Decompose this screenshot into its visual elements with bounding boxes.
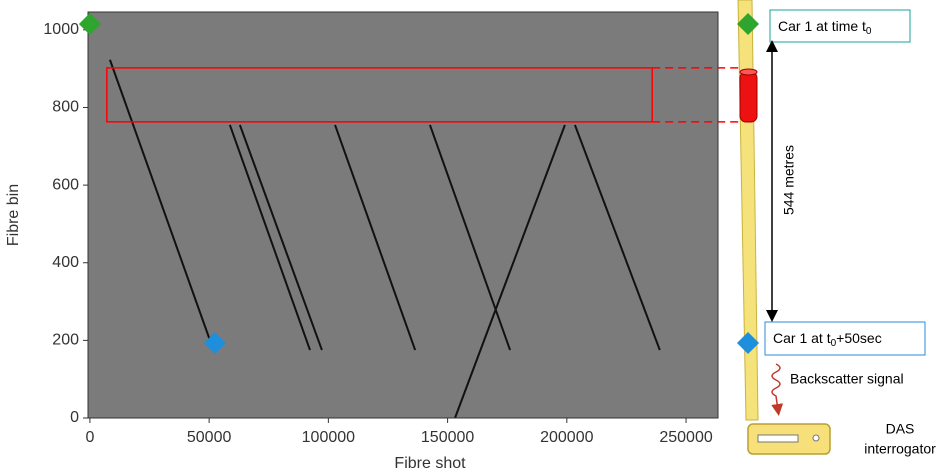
device-light: [812, 434, 820, 442]
fibre-section: [739, 71, 758, 123]
y-tick-label: 200: [52, 332, 79, 349]
end-box: [764, 321, 926, 356]
start-box: [769, 9, 911, 43]
position-marker: [203, 332, 226, 355]
fibre-end-marker: [737, 332, 759, 354]
distance-label: 544 metres: [781, 145, 797, 215]
x-tick-label: 250000: [659, 429, 712, 446]
y-tick-label: 800: [52, 99, 79, 116]
track: [573, 124, 661, 351]
track: [228, 124, 311, 351]
y-axis-label: Fibre bin: [5, 184, 22, 246]
y-tick-label: 400: [52, 254, 79, 271]
y-tick-label: 0: [70, 409, 79, 426]
device-label: DAS: [886, 421, 915, 437]
fibre-section-top: [739, 68, 758, 76]
fibre: [737, 0, 759, 421]
start-label: Car 1 at time t0: [778, 18, 872, 37]
plot: 0 50000 100000 150000 200000 250000 0 200 400 600…: [43, 11, 719, 446]
track: [334, 124, 417, 351]
track: [429, 124, 512, 351]
highlight-box: [106, 67, 653, 123]
track: [238, 124, 323, 351]
track: [108, 59, 211, 341]
x-tick-label: 50000: [187, 429, 232, 446]
track: [454, 124, 566, 419]
fibre-start-marker: [737, 13, 759, 35]
signal-label: Backscatter signal: [790, 371, 904, 387]
plot-background: [88, 12, 718, 418]
x-tick-label: 200000: [540, 429, 593, 446]
device-slot: [757, 434, 799, 443]
device-label: interrogator: [864, 441, 936, 457]
position-marker: [78, 13, 101, 36]
x-tick-label: 100000: [302, 429, 355, 446]
plot-frame: [87, 11, 719, 419]
signal-arrow: [771, 363, 784, 416]
x-axis-label: Fibre shot: [394, 455, 466, 472]
x-tick-label: 0: [85, 429, 94, 446]
y-tick-label: 1000: [43, 21, 79, 38]
end-label: Car 1 at t0+50sec: [773, 330, 882, 349]
x-tick-label: 150000: [421, 429, 474, 446]
y-tick-label: 600: [52, 176, 79, 193]
